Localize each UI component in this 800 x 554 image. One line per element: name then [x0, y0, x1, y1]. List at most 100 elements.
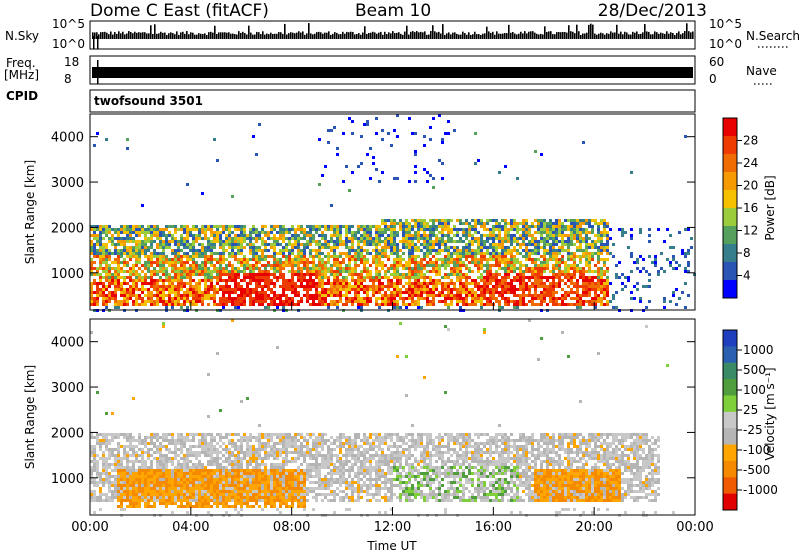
heatmap-cell — [600, 303, 603, 306]
heatmap-cell — [387, 234, 390, 237]
heatmap-cell — [117, 285, 120, 288]
heatmap-cell — [168, 279, 171, 282]
heatmap-cell — [96, 436, 99, 439]
heatmap-cell — [357, 303, 360, 306]
heatmap-cell — [117, 457, 120, 460]
heatmap-cell — [342, 267, 345, 270]
heatmap-cell — [111, 499, 114, 502]
heatmap-cell — [294, 264, 297, 267]
heatmap-cell — [537, 267, 540, 270]
heatmap-cell — [174, 252, 177, 255]
heatmap-cell — [501, 297, 504, 300]
heatmap-cell — [429, 264, 432, 267]
heatmap-cell — [381, 267, 384, 270]
heatmap-cell — [312, 279, 315, 282]
heatmap-cell — [396, 234, 399, 237]
heatmap-cell — [174, 478, 177, 481]
heatmap-cell — [252, 246, 255, 249]
heatmap-cell — [246, 264, 249, 267]
heatmap-cell — [189, 300, 192, 303]
heatmap-cell — [171, 475, 174, 478]
nsky-bar — [368, 33, 370, 39]
heatmap-cell — [501, 306, 504, 309]
heatmap-cell — [378, 180, 381, 183]
heatmap-cell — [234, 276, 237, 279]
heatmap-cell — [582, 231, 585, 234]
heatmap-cell — [126, 237, 129, 240]
heatmap-cell — [495, 228, 498, 231]
heatmap-cell — [561, 297, 564, 300]
nsky-bar — [304, 34, 306, 39]
heatmap-cell — [186, 273, 189, 276]
heatmap-cell — [462, 240, 465, 243]
heatmap-cell — [153, 225, 156, 228]
heatmap-cell — [318, 138, 321, 141]
heatmap-cell — [531, 270, 534, 273]
heatmap-cell — [177, 496, 180, 499]
heatmap-cell — [375, 234, 378, 237]
heatmap-cell — [603, 291, 606, 294]
heatmap-cell — [354, 255, 357, 258]
heatmap-cell — [423, 231, 426, 234]
heatmap-cell — [543, 225, 546, 228]
heatmap-cell — [333, 240, 336, 243]
heatmap-cell — [453, 240, 456, 243]
heatmap-cell — [582, 276, 585, 279]
heatmap-cell — [99, 282, 102, 285]
heatmap-cell — [582, 273, 585, 276]
heatmap-cell — [291, 237, 294, 240]
heatmap-cell — [156, 270, 159, 273]
heatmap-cell — [129, 258, 132, 261]
heatmap-cell — [594, 276, 597, 279]
heatmap-cell — [468, 255, 471, 258]
heatmap-cell — [90, 228, 93, 231]
heatmap-cell — [531, 252, 534, 255]
heatmap-cell — [630, 228, 633, 231]
heatmap-cell — [615, 291, 618, 294]
heatmap-cell — [126, 228, 129, 231]
heatmap-cell — [150, 240, 153, 243]
heatmap-cell — [264, 240, 267, 243]
heatmap-cell — [537, 225, 540, 228]
nsky-bar — [378, 32, 380, 39]
heatmap-cell — [195, 255, 198, 258]
heatmap-cell — [192, 285, 195, 288]
heatmap-cell — [495, 252, 498, 255]
heatmap-cell — [282, 279, 285, 282]
heatmap-cell — [471, 279, 474, 282]
heatmap-cell — [342, 243, 345, 246]
heatmap-cell — [384, 255, 387, 258]
heatmap-cell — [195, 252, 198, 255]
heatmap-cell — [99, 267, 102, 270]
heatmap-cell — [495, 291, 498, 294]
nsky-bar — [242, 31, 244, 39]
heatmap-cell — [138, 255, 141, 258]
heatmap-cell — [318, 258, 321, 261]
heatmap-cell — [318, 294, 321, 297]
heatmap-cell — [198, 252, 201, 255]
heatmap-cell — [159, 270, 162, 273]
heatmap-cell — [585, 231, 588, 234]
heatmap-cell — [174, 276, 177, 279]
heatmap-cell — [588, 288, 591, 291]
heatmap-cell — [150, 270, 153, 273]
heatmap-cell — [276, 294, 279, 297]
heatmap-cell — [159, 442, 162, 445]
heatmap-cell — [387, 225, 390, 228]
heatmap-cell — [123, 478, 126, 481]
heatmap-cell — [255, 255, 258, 258]
heatmap-cell — [135, 294, 138, 297]
nsky-bar — [690, 32, 692, 39]
heatmap-cell — [408, 222, 411, 225]
heatmap-cell — [147, 225, 150, 228]
heatmap-cell — [345, 237, 348, 240]
heatmap-cell — [354, 267, 357, 270]
heatmap-cell — [177, 303, 180, 306]
heatmap-cell — [321, 294, 324, 297]
heatmap-cell — [159, 255, 162, 258]
heatmap-cell — [153, 445, 156, 448]
heatmap-cell — [432, 282, 435, 285]
heatmap-cell — [465, 276, 468, 279]
heatmap-cell — [132, 237, 135, 240]
heatmap-cell — [117, 460, 120, 463]
